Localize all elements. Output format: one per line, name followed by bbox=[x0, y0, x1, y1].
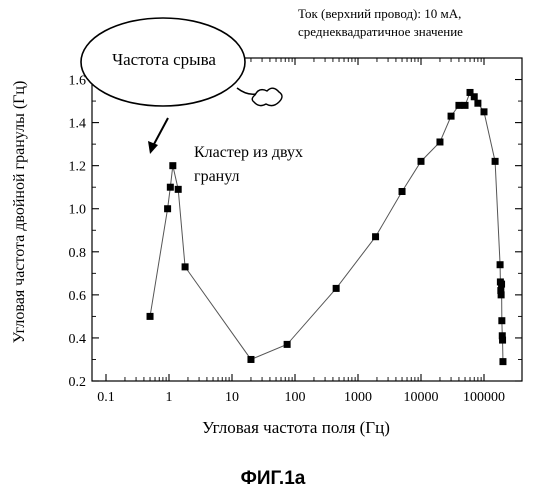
data-point bbox=[498, 317, 505, 324]
x-tick-label: 10 bbox=[225, 390, 239, 405]
y-tick-label: 1.6 bbox=[69, 74, 87, 89]
data-point bbox=[418, 158, 425, 165]
data-point bbox=[497, 261, 504, 268]
cluster-line-2: гранул bbox=[194, 168, 240, 185]
x-tick-label: 1 bbox=[166, 390, 173, 405]
data-point bbox=[436, 138, 443, 145]
data-point bbox=[164, 205, 171, 212]
data-point bbox=[474, 100, 481, 107]
y-tick-label: 0.2 bbox=[69, 375, 87, 390]
data-point bbox=[471, 93, 478, 100]
y-axis-label: Угловая частота двойной гранулы (Гц) bbox=[11, 81, 28, 344]
data-point bbox=[399, 188, 406, 195]
y-tick-label: 1.0 bbox=[69, 203, 87, 218]
data-point bbox=[247, 356, 254, 363]
data-point bbox=[333, 285, 340, 292]
x-tick-label: 10000 bbox=[404, 390, 439, 405]
callout-label: Частота срыва bbox=[112, 50, 216, 69]
cluster-line-1: Кластер из двух bbox=[194, 144, 303, 161]
data-point bbox=[498, 291, 505, 298]
y-axis-ticks: 0.2 0.4 0.6 0.8 1.0 1.2 1.4 1.6 bbox=[69, 74, 523, 390]
y-tick-label: 1.4 bbox=[69, 117, 87, 132]
data-point bbox=[147, 313, 154, 320]
data-point bbox=[492, 158, 499, 165]
data-point bbox=[182, 263, 189, 270]
data-point bbox=[481, 108, 488, 115]
data-point bbox=[167, 184, 174, 191]
y-tick-label: 0.4 bbox=[69, 332, 87, 347]
y-tick-label: 0.8 bbox=[69, 246, 87, 261]
x-axis-ticks: 0.1 1 10 100 1000 10000 100000 bbox=[97, 58, 505, 405]
x-tick-label: 100000 bbox=[463, 390, 505, 405]
x-tick-label: 1000 bbox=[344, 390, 372, 405]
callout-arrowhead bbox=[148, 141, 158, 154]
data-point bbox=[372, 233, 379, 240]
y-tick-label: 0.6 bbox=[69, 289, 87, 304]
figure-caption: ФИГ.1а bbox=[241, 468, 306, 489]
callout-arrow bbox=[153, 118, 168, 146]
x-axis-label: Угловая частота поля (Гц) bbox=[202, 418, 390, 437]
data-point bbox=[455, 102, 462, 109]
callout-bubble: Частота срыва bbox=[81, 18, 282, 106]
note-line-2: среднеквадратичное значение bbox=[298, 24, 463, 39]
data-point bbox=[169, 162, 176, 169]
callout-puff bbox=[252, 88, 282, 105]
series-polyline bbox=[150, 92, 503, 361]
data-point bbox=[499, 358, 506, 365]
data-point bbox=[462, 102, 469, 109]
data-point bbox=[498, 281, 505, 288]
data-point bbox=[175, 186, 182, 193]
data-point bbox=[448, 113, 455, 120]
x-tick-label: 100 bbox=[285, 390, 306, 405]
data-point bbox=[499, 337, 506, 344]
series-line bbox=[147, 89, 507, 365]
note-line-1: Ток (верхний провод): 10 мА, bbox=[298, 6, 461, 21]
data-point bbox=[284, 341, 291, 348]
y-tick-label: 1.2 bbox=[69, 160, 87, 175]
x-tick-label: 0.1 bbox=[97, 390, 115, 405]
